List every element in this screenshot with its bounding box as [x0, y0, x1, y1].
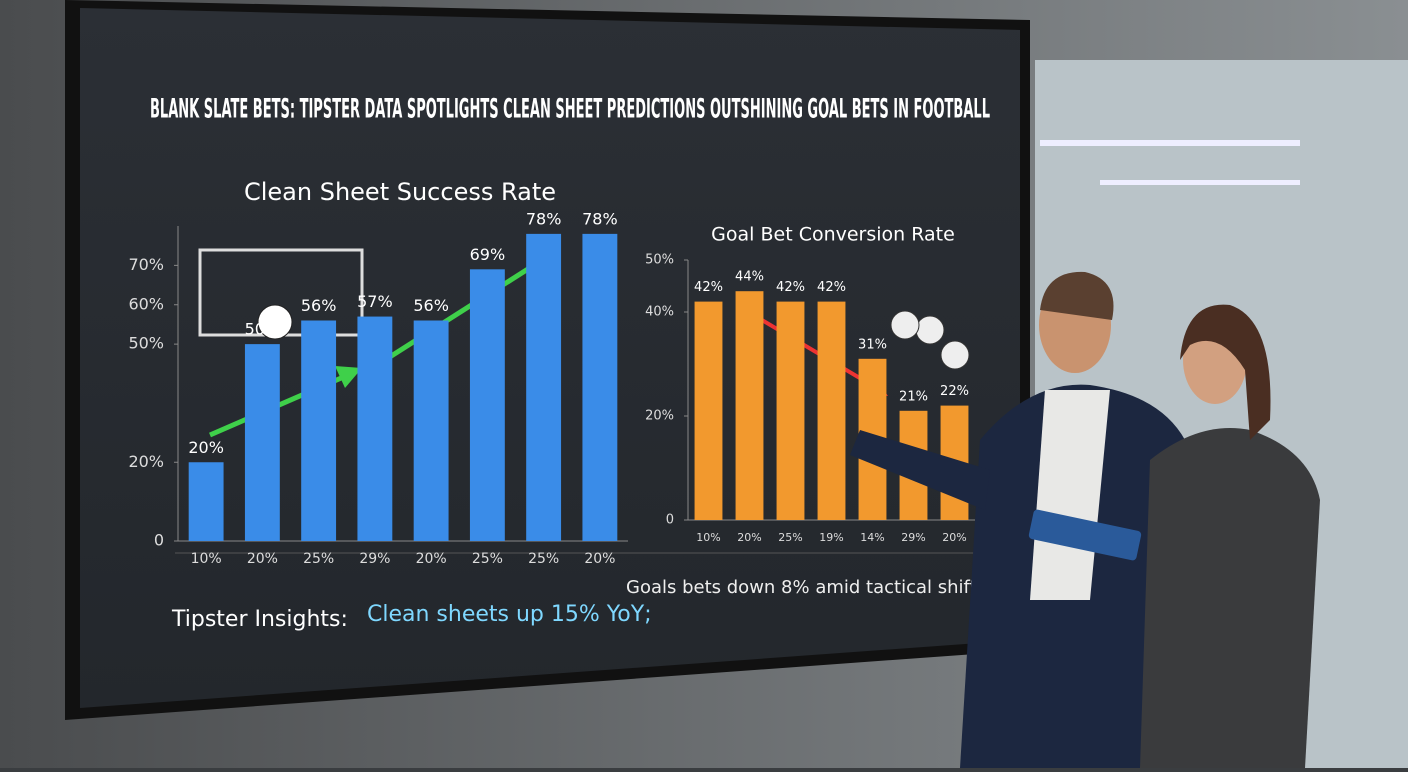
bar — [582, 233, 618, 541]
value-label: 44% — [735, 270, 764, 285]
bar — [817, 301, 846, 520]
x-tick-label: 19% — [819, 531, 843, 544]
woman-hair — [1180, 304, 1271, 440]
ceiling-light — [1100, 180, 1300, 185]
value-label: 42% — [776, 280, 805, 295]
headline: BLANK SLATE BETS: TIPSTER DATA SPOTLIGHT… — [150, 94, 990, 125]
value-label: 56% — [301, 296, 337, 315]
chart-title: Goal Bet Conversion Rate — [711, 224, 955, 246]
value-label: 22% — [940, 384, 969, 399]
x-tick-label: 10% — [696, 531, 720, 544]
value-label: 57% — [357, 292, 393, 311]
chart-title: Clean Sheet Success Rate — [244, 178, 556, 206]
ball-icon — [940, 340, 970, 370]
value-label: 20% — [188, 438, 224, 457]
x-tick-label: 29% — [359, 551, 390, 567]
bar — [301, 320, 337, 541]
man-hair — [1040, 271, 1114, 320]
man-arm — [850, 430, 990, 510]
bar — [469, 269, 505, 541]
value-label: 69% — [470, 245, 506, 264]
bar — [188, 462, 224, 541]
arrow-head — [335, 366, 362, 388]
ball-icon — [915, 315, 945, 345]
caption-rest: Goals bets down 8% amid tactical shifts. — [626, 577, 992, 598]
bar — [694, 301, 723, 520]
x-tick-label: 20% — [737, 531, 761, 544]
y-tick-label: 50% — [128, 334, 164, 353]
value-label: 42% — [694, 280, 723, 295]
tablet — [1028, 509, 1142, 561]
x-tick-label: 20% — [247, 551, 278, 567]
y-tick-label: 20% — [128, 452, 164, 471]
x-tick-label: 25% — [528, 551, 559, 567]
ball-icon — [257, 304, 293, 340]
value-label: 31% — [858, 337, 887, 352]
x-tick-label: 20% — [584, 551, 615, 567]
y-tick-label: 40% — [645, 305, 674, 320]
bar — [735, 291, 764, 520]
x-tick-label: 10% — [191, 551, 222, 567]
bar — [244, 344, 280, 541]
x-tick-label: 14% — [860, 531, 884, 544]
x-tick-label: 25% — [472, 551, 503, 567]
ball-icon — [890, 310, 920, 340]
caption-lead: Tipster Insights: — [171, 607, 348, 632]
value-label: 21% — [899, 389, 928, 404]
bar — [526, 233, 562, 541]
ceiling-light — [1040, 140, 1300, 146]
x-tick-label: 20% — [942, 531, 966, 544]
x-tick-label: 25% — [303, 551, 334, 567]
trend-arrow — [383, 252, 552, 363]
x-tick-label: 20% — [416, 551, 447, 567]
y-tick-label: 70% — [128, 255, 164, 274]
value-label: 78% — [526, 209, 562, 228]
bar — [357, 316, 393, 541]
presenters — [850, 271, 1320, 768]
y-tick-label: 60% — [128, 294, 164, 313]
x-tick-label: 29% — [901, 531, 925, 544]
value-label: 78% — [582, 209, 618, 228]
value-label: 42% — [817, 280, 846, 295]
value-label: 50% — [245, 320, 281, 339]
bar — [776, 301, 805, 520]
y-tick-label: 0 — [154, 531, 164, 550]
y-tick-label: 20% — [645, 409, 674, 424]
y-tick-label: 0 — [666, 513, 674, 528]
bar — [413, 320, 449, 541]
trend-arrow — [743, 308, 882, 392]
caption-highlight: Clean sheets up 15% YoY; — [367, 602, 652, 627]
value-label: 56% — [413, 296, 449, 315]
x-tick-label: 25% — [778, 531, 802, 544]
woman-body — [1140, 428, 1320, 768]
y-tick-label: 50% — [645, 253, 674, 268]
